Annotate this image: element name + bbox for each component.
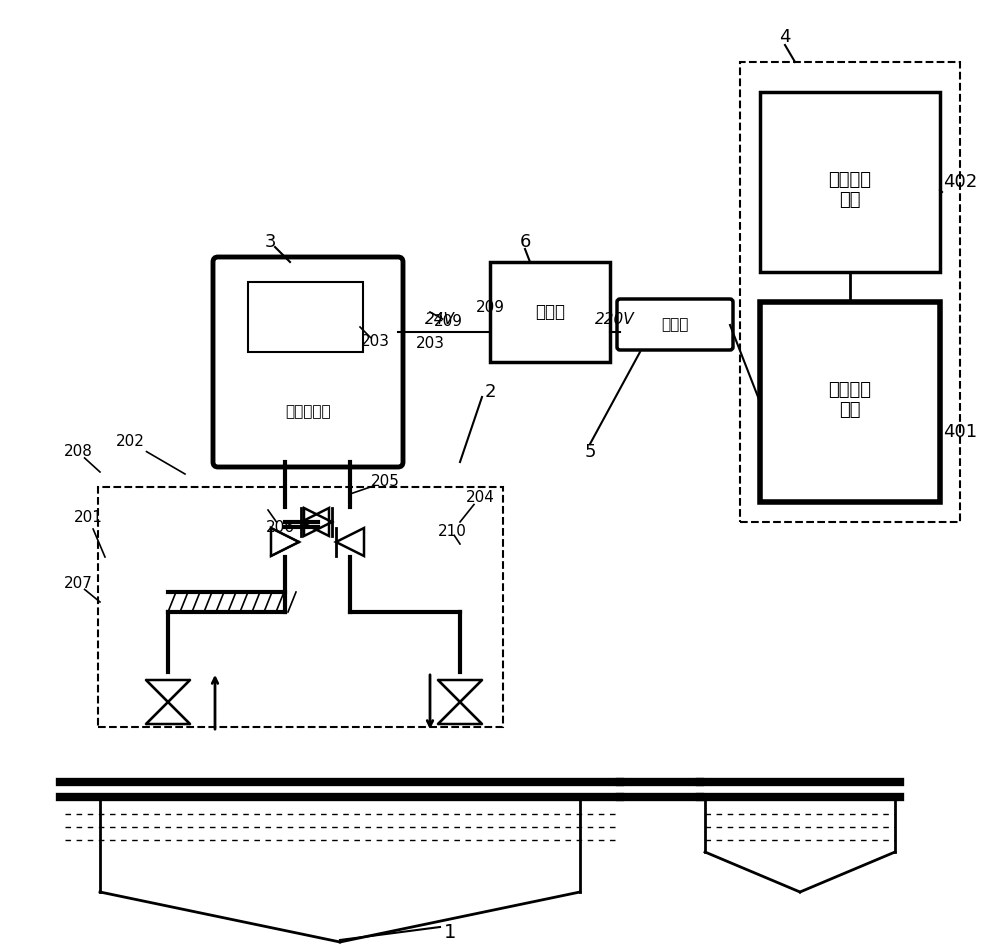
Text: 208: 208 xyxy=(64,445,92,460)
Bar xyxy=(490,262,610,362)
Text: 402: 402 xyxy=(943,173,977,191)
Bar xyxy=(98,487,503,727)
Text: 4: 4 xyxy=(779,28,791,46)
Text: 1: 1 xyxy=(444,922,456,942)
Bar xyxy=(740,62,960,522)
Bar xyxy=(248,282,363,352)
Text: 转换器: 转换器 xyxy=(661,318,689,332)
Text: 油液分析仪: 油液分析仪 xyxy=(285,405,331,420)
FancyBboxPatch shape xyxy=(213,257,403,467)
Text: 2: 2 xyxy=(484,383,496,401)
Text: 监控服务
务器: 监控服务 务器 xyxy=(828,170,872,209)
Text: 203: 203 xyxy=(416,336,444,351)
Text: 206: 206 xyxy=(266,520,294,534)
Text: 210: 210 xyxy=(438,525,466,540)
Text: 3: 3 xyxy=(264,233,276,251)
Text: 207: 207 xyxy=(64,577,92,591)
Text: 209: 209 xyxy=(476,300,505,314)
Text: 6: 6 xyxy=(519,233,531,251)
Text: 401: 401 xyxy=(943,423,977,441)
Bar xyxy=(760,92,940,272)
Text: 204: 204 xyxy=(466,489,494,505)
Text: 202: 202 xyxy=(116,434,144,449)
Bar xyxy=(760,302,940,502)
Text: 监控主计
算机: 监控主计 算机 xyxy=(828,381,872,420)
Text: 配电箱: 配电箱 xyxy=(535,303,565,321)
FancyBboxPatch shape xyxy=(617,299,733,350)
Text: 201: 201 xyxy=(74,509,102,525)
Text: 5: 5 xyxy=(584,443,596,461)
Text: 205: 205 xyxy=(371,474,399,489)
Text: 209: 209 xyxy=(434,314,462,329)
Text: 24V: 24V xyxy=(425,312,455,327)
Text: 220V: 220V xyxy=(595,312,635,327)
Text: 203: 203 xyxy=(360,334,390,349)
